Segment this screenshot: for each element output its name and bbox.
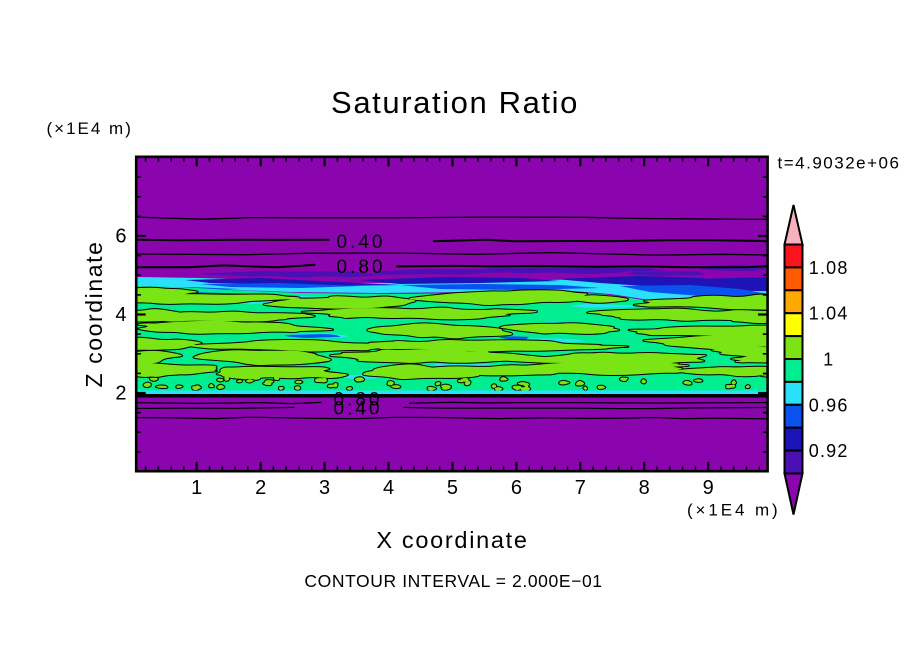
- svg-text:1.08: 1.08: [809, 258, 849, 278]
- svg-text:3: 3: [319, 477, 330, 499]
- svg-text:0.40: 0.40: [337, 232, 386, 253]
- svg-text:0.80: 0.80: [334, 390, 383, 411]
- svg-text:5: 5: [447, 477, 458, 499]
- svg-text:4: 4: [383, 477, 394, 499]
- svg-text:0.92: 0.92: [809, 441, 849, 461]
- svg-text:(×1E4 m): (×1E4 m): [687, 501, 781, 520]
- svg-text:X coordinate: X coordinate: [376, 527, 528, 553]
- svg-text:t=4.9032e+06: t=4.9032e+06: [778, 154, 901, 173]
- svg-text:2: 2: [255, 477, 266, 499]
- svg-text:2: 2: [115, 383, 126, 405]
- svg-text:1.04: 1.04: [809, 304, 849, 324]
- svg-text:1: 1: [823, 350, 834, 370]
- svg-text:0.96: 0.96: [809, 395, 849, 415]
- svg-text:6: 6: [115, 226, 126, 248]
- svg-text:Z coordinate: Z coordinate: [81, 240, 107, 387]
- svg-text:6: 6: [511, 477, 522, 499]
- svg-text:(×1E4 m): (×1E4 m): [47, 119, 133, 138]
- svg-text:7: 7: [575, 477, 586, 499]
- svg-text:Saturation Ratio: Saturation Ratio: [331, 85, 579, 120]
- svg-text:0.40: 0.40: [334, 399, 383, 420]
- svg-text:CONTOUR INTERVAL = 2.000E−01: CONTOUR INTERVAL = 2.000E−01: [304, 571, 602, 591]
- svg-text:8: 8: [639, 477, 650, 499]
- svg-text:9: 9: [703, 477, 714, 499]
- svg-text:0.80: 0.80: [337, 257, 386, 278]
- svg-text:4: 4: [115, 304, 126, 326]
- svg-text:1: 1: [191, 477, 202, 499]
